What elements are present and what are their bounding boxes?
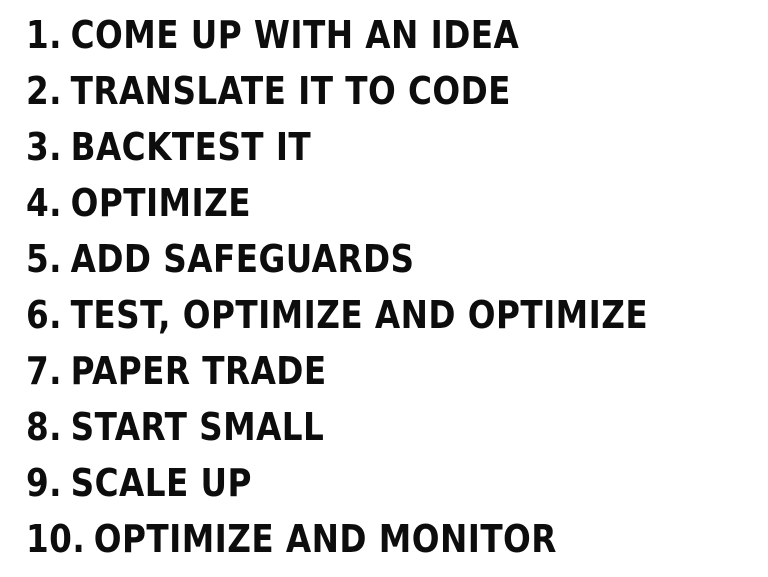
step-number: 6. bbox=[26, 293, 63, 337]
step-text: START SMALL bbox=[70, 405, 325, 449]
step-text: TEST, OPTIMIZE AND OPTIMIZE bbox=[70, 293, 649, 337]
step-text: OPTIMIZE AND MONITOR bbox=[93, 517, 557, 561]
step-item-7: 7. PAPER TRADE bbox=[26, 343, 662, 399]
step-item-9: 9. SCALE UP bbox=[26, 455, 662, 511]
step-item-5: 5. ADD SAFEGUARDS bbox=[26, 231, 662, 287]
step-number: 3. bbox=[26, 125, 63, 169]
step-text: OPTIMIZE bbox=[70, 181, 251, 225]
step-number: 5. bbox=[26, 237, 63, 281]
step-number: 8. bbox=[26, 405, 63, 449]
step-item-6: 6. TEST, OPTIMIZE AND OPTIMIZE bbox=[26, 287, 662, 343]
step-item-10: 10. OPTIMIZE AND MONITOR bbox=[26, 511, 662, 567]
step-number: 1. bbox=[26, 13, 63, 57]
step-item-8: 8. START SMALL bbox=[26, 399, 662, 455]
step-number: 10. bbox=[26, 517, 86, 561]
steps-list: 1. COME UP WITH AN IDEA 2. TRANSLATE IT TO… bbox=[26, 7, 766, 567]
step-item-4: 4. OPTIMIZE bbox=[26, 175, 662, 231]
step-text: SCALE UP bbox=[70, 461, 252, 505]
step-number: 2. bbox=[26, 69, 63, 113]
step-text: BACKTEST IT bbox=[70, 125, 312, 169]
step-text: ADD SAFEGUARDS bbox=[70, 237, 415, 281]
step-number: 4. bbox=[26, 181, 63, 225]
step-text: COME UP WITH AN IDEA bbox=[70, 13, 520, 57]
step-number: 7. bbox=[26, 349, 63, 393]
step-item-2: 2. TRANSLATE IT TO CODE bbox=[26, 63, 662, 119]
step-item-3: 3. BACKTEST IT bbox=[26, 119, 662, 175]
step-text: PAPER TRADE bbox=[70, 349, 327, 393]
step-number: 9. bbox=[26, 461, 63, 505]
step-item-1: 1. COME UP WITH AN IDEA bbox=[26, 7, 662, 63]
step-text: TRANSLATE IT TO CODE bbox=[70, 69, 511, 113]
